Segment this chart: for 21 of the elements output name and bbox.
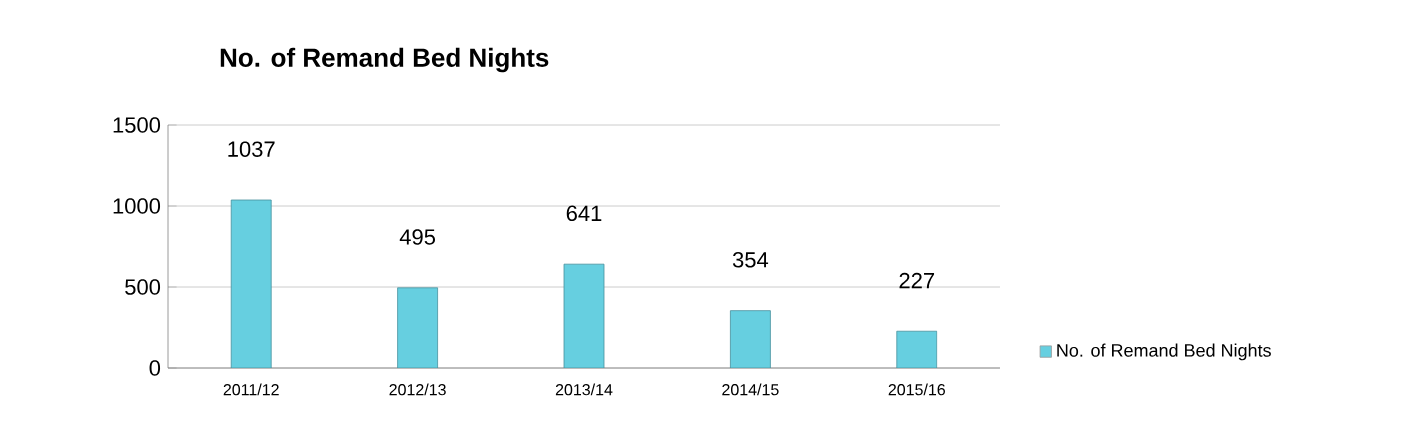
x-tick-label: 2014/15 bbox=[722, 383, 779, 396]
data-label: 641 bbox=[566, 205, 602, 222]
data-label: 495 bbox=[399, 229, 436, 245]
x-tick-label: 2013/14 bbox=[555, 383, 613, 396]
bar bbox=[896, 330, 938, 368]
y-tick-label: 0 bbox=[149, 360, 161, 376]
x-tick-label: 2012/13 bbox=[389, 383, 446, 396]
chart-title: No. of Remand Bed Nights bbox=[220, 47, 549, 73]
legend-label: No. of Remand Bed Nights bbox=[1057, 343, 1271, 361]
y-tick-label: 1500 bbox=[113, 117, 161, 133]
data-label: 227 bbox=[899, 272, 935, 289]
y-tick-label: 1000 bbox=[113, 198, 161, 214]
x-tick-label: 2015/16 bbox=[888, 383, 945, 396]
bar bbox=[730, 310, 771, 368]
data-label: 354 bbox=[732, 252, 769, 268]
bar bbox=[563, 263, 605, 368]
data-label: 1037 bbox=[228, 141, 275, 157]
bar bbox=[397, 287, 439, 368]
bar bbox=[230, 199, 272, 368]
y-tick-label: 500 bbox=[125, 279, 161, 295]
x-tick-label: 2011/12 bbox=[223, 383, 279, 396]
